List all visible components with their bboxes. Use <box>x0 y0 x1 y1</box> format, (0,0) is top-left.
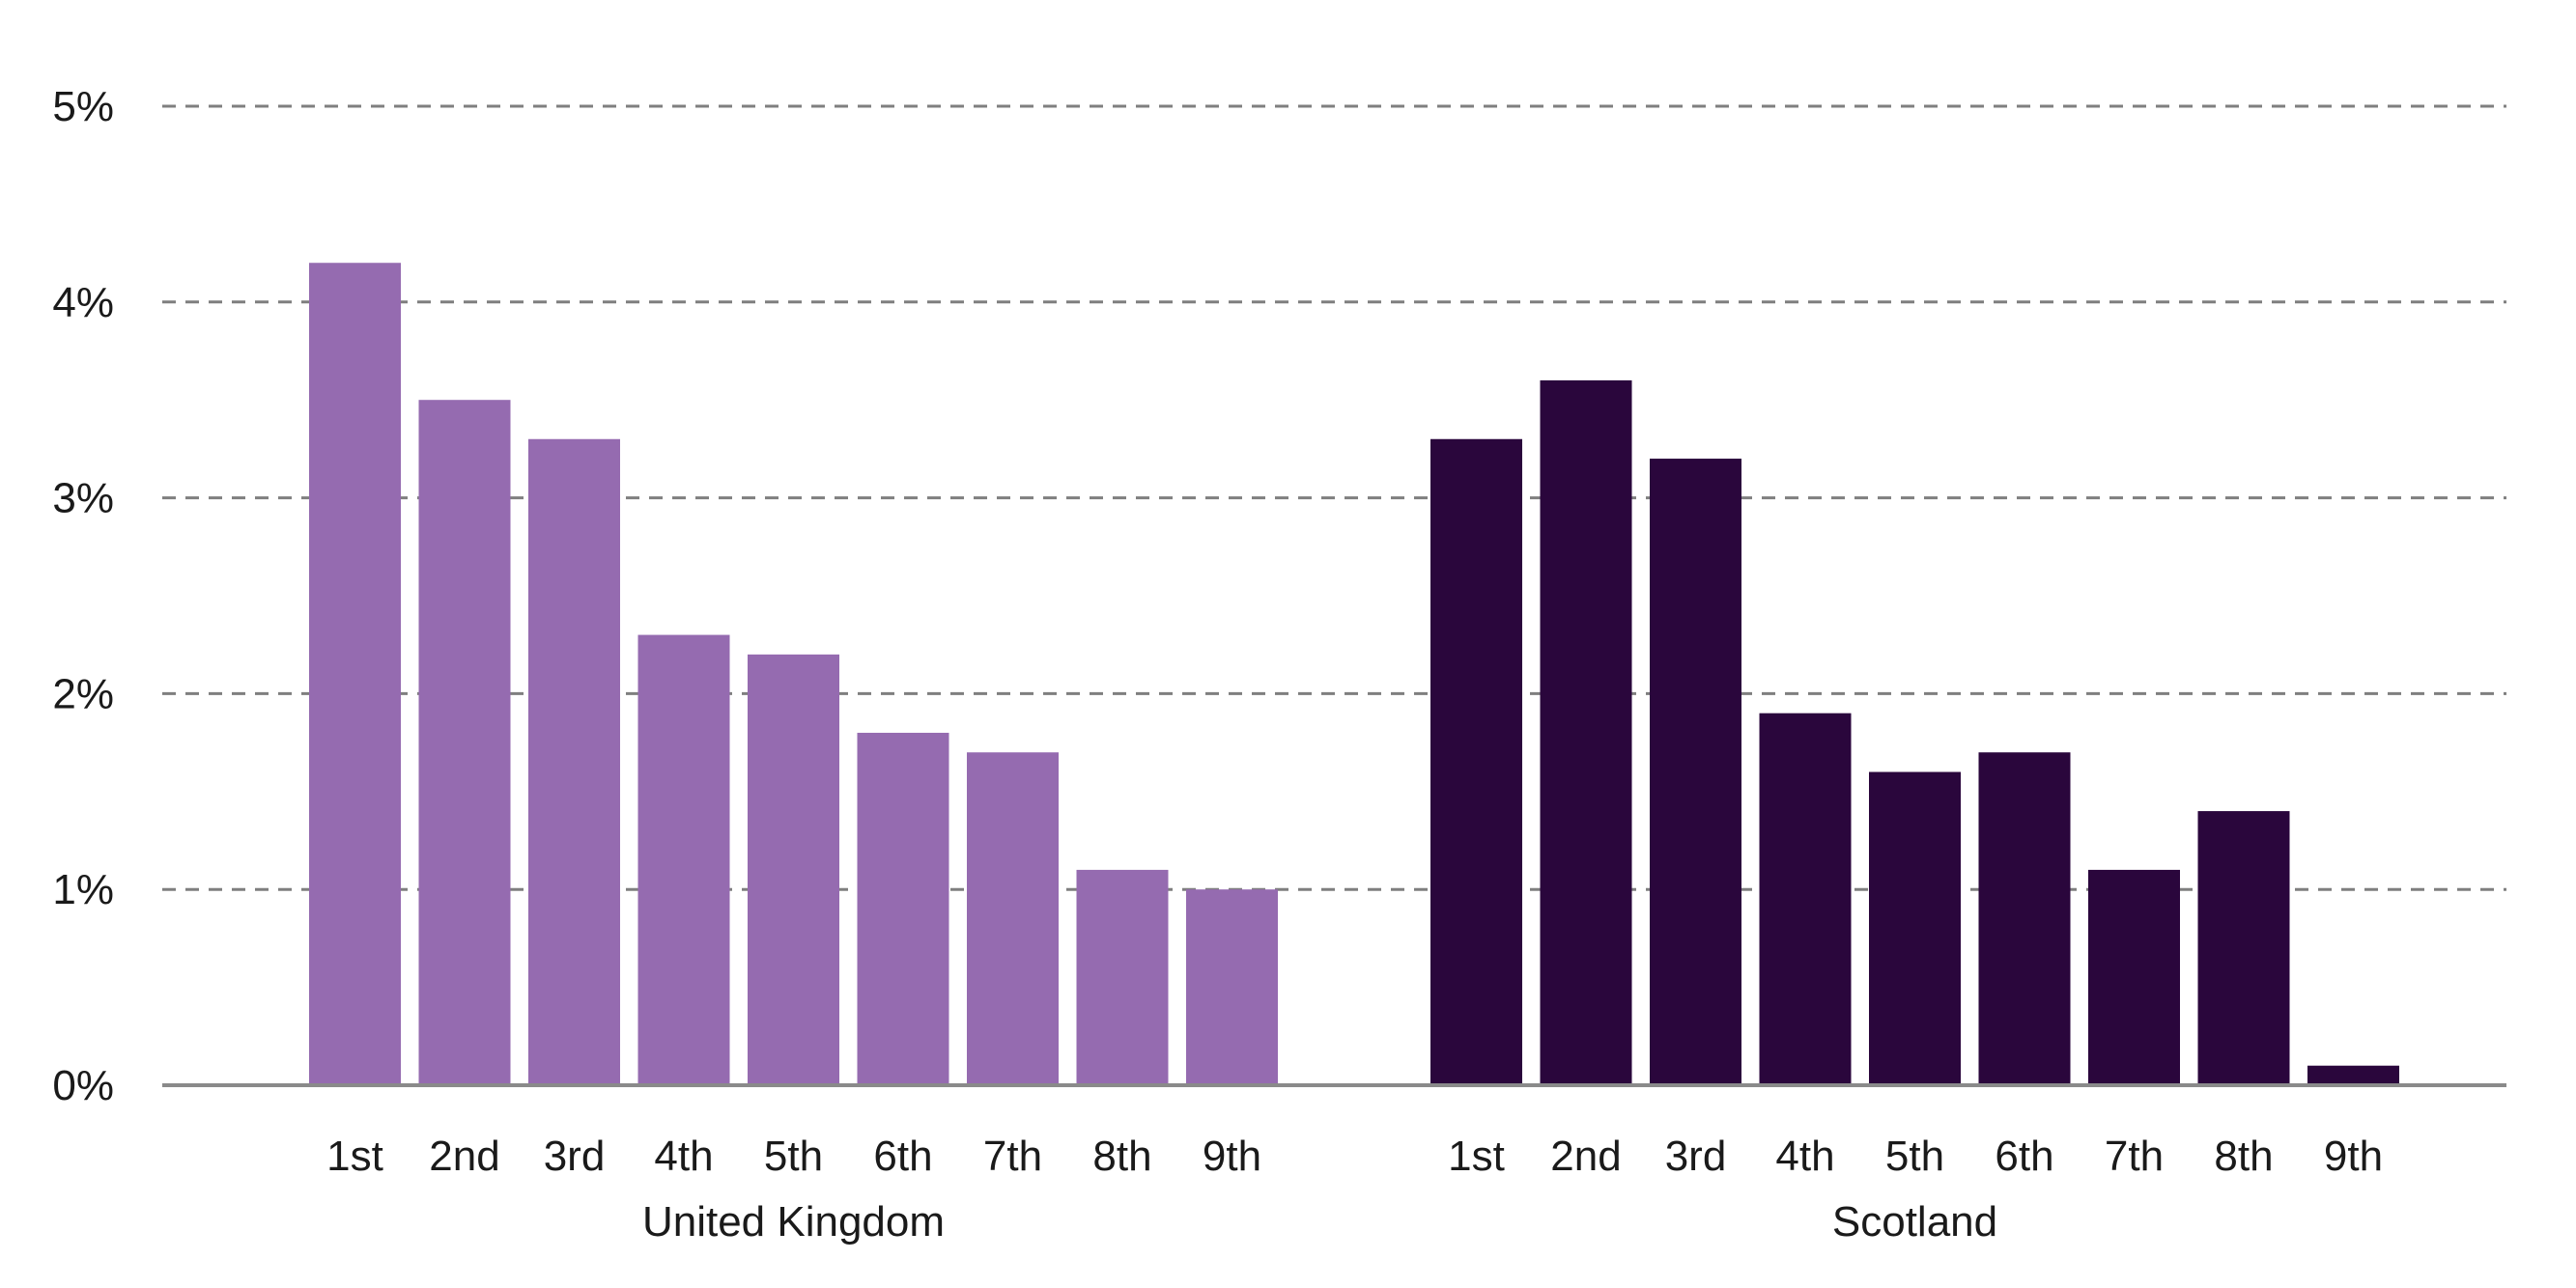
y-axis: 0% 1% 2% 3% 4% 5% <box>52 83 114 1109</box>
bar-united-kingdom-6th <box>857 732 949 1085</box>
bar-scotland-4th <box>1759 713 1852 1085</box>
y-tick-label: 5% <box>52 83 114 130</box>
x-tick-label: 5th <box>764 1133 823 1180</box>
bar-scotland-6th <box>1978 752 2071 1085</box>
bar-scotland-5th <box>1869 771 1961 1085</box>
y-tick-label: 0% <box>52 1062 114 1109</box>
x-tick-label: 3rd <box>1665 1133 1727 1180</box>
x-tick-label: 8th <box>1092 1133 1151 1180</box>
x-tick-label: 8th <box>2214 1133 2273 1180</box>
bar-united-kingdom-3rd <box>528 438 620 1085</box>
x-tick-label: 2nd <box>429 1133 499 1180</box>
bar-scotland-7th <box>2088 869 2180 1085</box>
x-tick-label: 1st <box>326 1133 383 1180</box>
bar-scotland-8th <box>2197 811 2290 1085</box>
x-tick-label: 2nd <box>1550 1133 1621 1180</box>
bar-united-kingdom-8th <box>1076 869 1169 1085</box>
bar-united-kingdom-4th <box>637 634 730 1085</box>
x-tick-label: 5th <box>1885 1133 1944 1180</box>
gridlines <box>162 104 2506 891</box>
group-label: Scotland <box>1832 1198 1997 1246</box>
bar-united-kingdom-1st <box>309 263 401 1085</box>
y-tick-label: 3% <box>52 475 114 522</box>
x-tick-label: 4th <box>1775 1133 1834 1180</box>
bars <box>309 263 2399 1085</box>
x-tick-label: 7th <box>2105 1133 2164 1180</box>
x-tick-label: 6th <box>873 1133 932 1180</box>
x-tick-label: 4th <box>654 1133 713 1180</box>
bar-scotland-2nd <box>1540 379 1632 1085</box>
x-tick-label: 6th <box>1995 1133 2053 1180</box>
bar-united-kingdom-9th <box>1186 889 1278 1085</box>
x-tick-label: 9th <box>1203 1133 1261 1180</box>
bar-scotland-9th <box>2307 1065 2399 1085</box>
x-tick-label: 9th <box>2324 1133 2383 1180</box>
x-tick-label: 3rd <box>544 1133 606 1180</box>
x-tick-label: 7th <box>983 1133 1042 1180</box>
bar-united-kingdom-7th <box>967 752 1059 1085</box>
y-tick-label: 2% <box>52 670 114 717</box>
y-tick-label: 4% <box>52 279 114 326</box>
group-label: United Kingdom <box>642 1198 945 1246</box>
bar-scotland-3rd <box>1650 459 1741 1085</box>
bar-scotland-1st <box>1430 438 1522 1085</box>
bar-united-kingdom-2nd <box>418 400 511 1085</box>
x-tick-label: 1st <box>1448 1133 1505 1180</box>
x-axis: 1st 2nd 3rd 4th 5th 6th 7th 8th 9th United Kingdo… <box>162 1083 2506 1246</box>
y-tick-label: 1% <box>52 866 114 913</box>
bar-united-kingdom-5th <box>748 654 839 1085</box>
